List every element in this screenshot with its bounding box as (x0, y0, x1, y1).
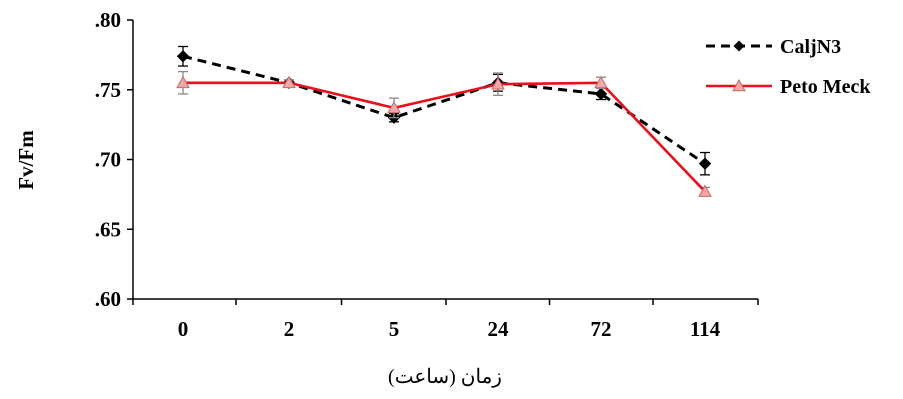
x-tick-label: 24 (488, 317, 510, 341)
y-tick-label: .60 (95, 287, 121, 311)
legend-item: CaljN3 (706, 36, 841, 58)
data-point-triangle (176, 75, 190, 89)
y-tick-label: .70 (95, 148, 121, 172)
x-tick-label: 2 (284, 317, 295, 341)
legend-label: Peto Meck (780, 76, 871, 98)
x-tick-label: 0 (178, 317, 189, 341)
data-point-triangle (387, 100, 401, 114)
legend-item: Peto Meck (706, 76, 871, 98)
data-point-triangle (282, 75, 296, 89)
legend-label: CaljN3 (780, 36, 841, 58)
data-point-triangle (698, 184, 712, 197)
legend-marker-triangle (732, 78, 746, 92)
y-tick-label: .65 (95, 217, 121, 241)
x-tick-label: 72 (591, 317, 612, 341)
series-0 (176, 45, 712, 176)
y-tick-label: .75 (95, 78, 121, 102)
data-point-triangle (491, 77, 505, 90)
legend-marker-diamond (733, 40, 745, 52)
x-tick-label: 114 (690, 317, 721, 341)
y-axis-title: Fv/Fm (14, 130, 38, 190)
axes (132, 20, 758, 300)
legend: CaljN3 Peto Meck (706, 36, 871, 98)
y-ticks: .80 .75 .70 .65 .60 (95, 8, 133, 311)
data-point-diamond (698, 157, 712, 170)
data-point-diamond (594, 87, 608, 101)
series-layer (176, 45, 712, 197)
x-ticks: 0 2 5 24 72 114 (132, 299, 759, 341)
y-tick-label: .80 (95, 8, 121, 32)
data-point-diamond (176, 50, 190, 63)
data-point-triangle (594, 75, 608, 89)
x-axis-title: زمان (ساعت) (388, 366, 502, 388)
series-line (182, 54, 706, 165)
series-line (183, 81, 706, 193)
x-tick-label: 5 (389, 317, 400, 341)
series-1 (176, 70, 712, 197)
